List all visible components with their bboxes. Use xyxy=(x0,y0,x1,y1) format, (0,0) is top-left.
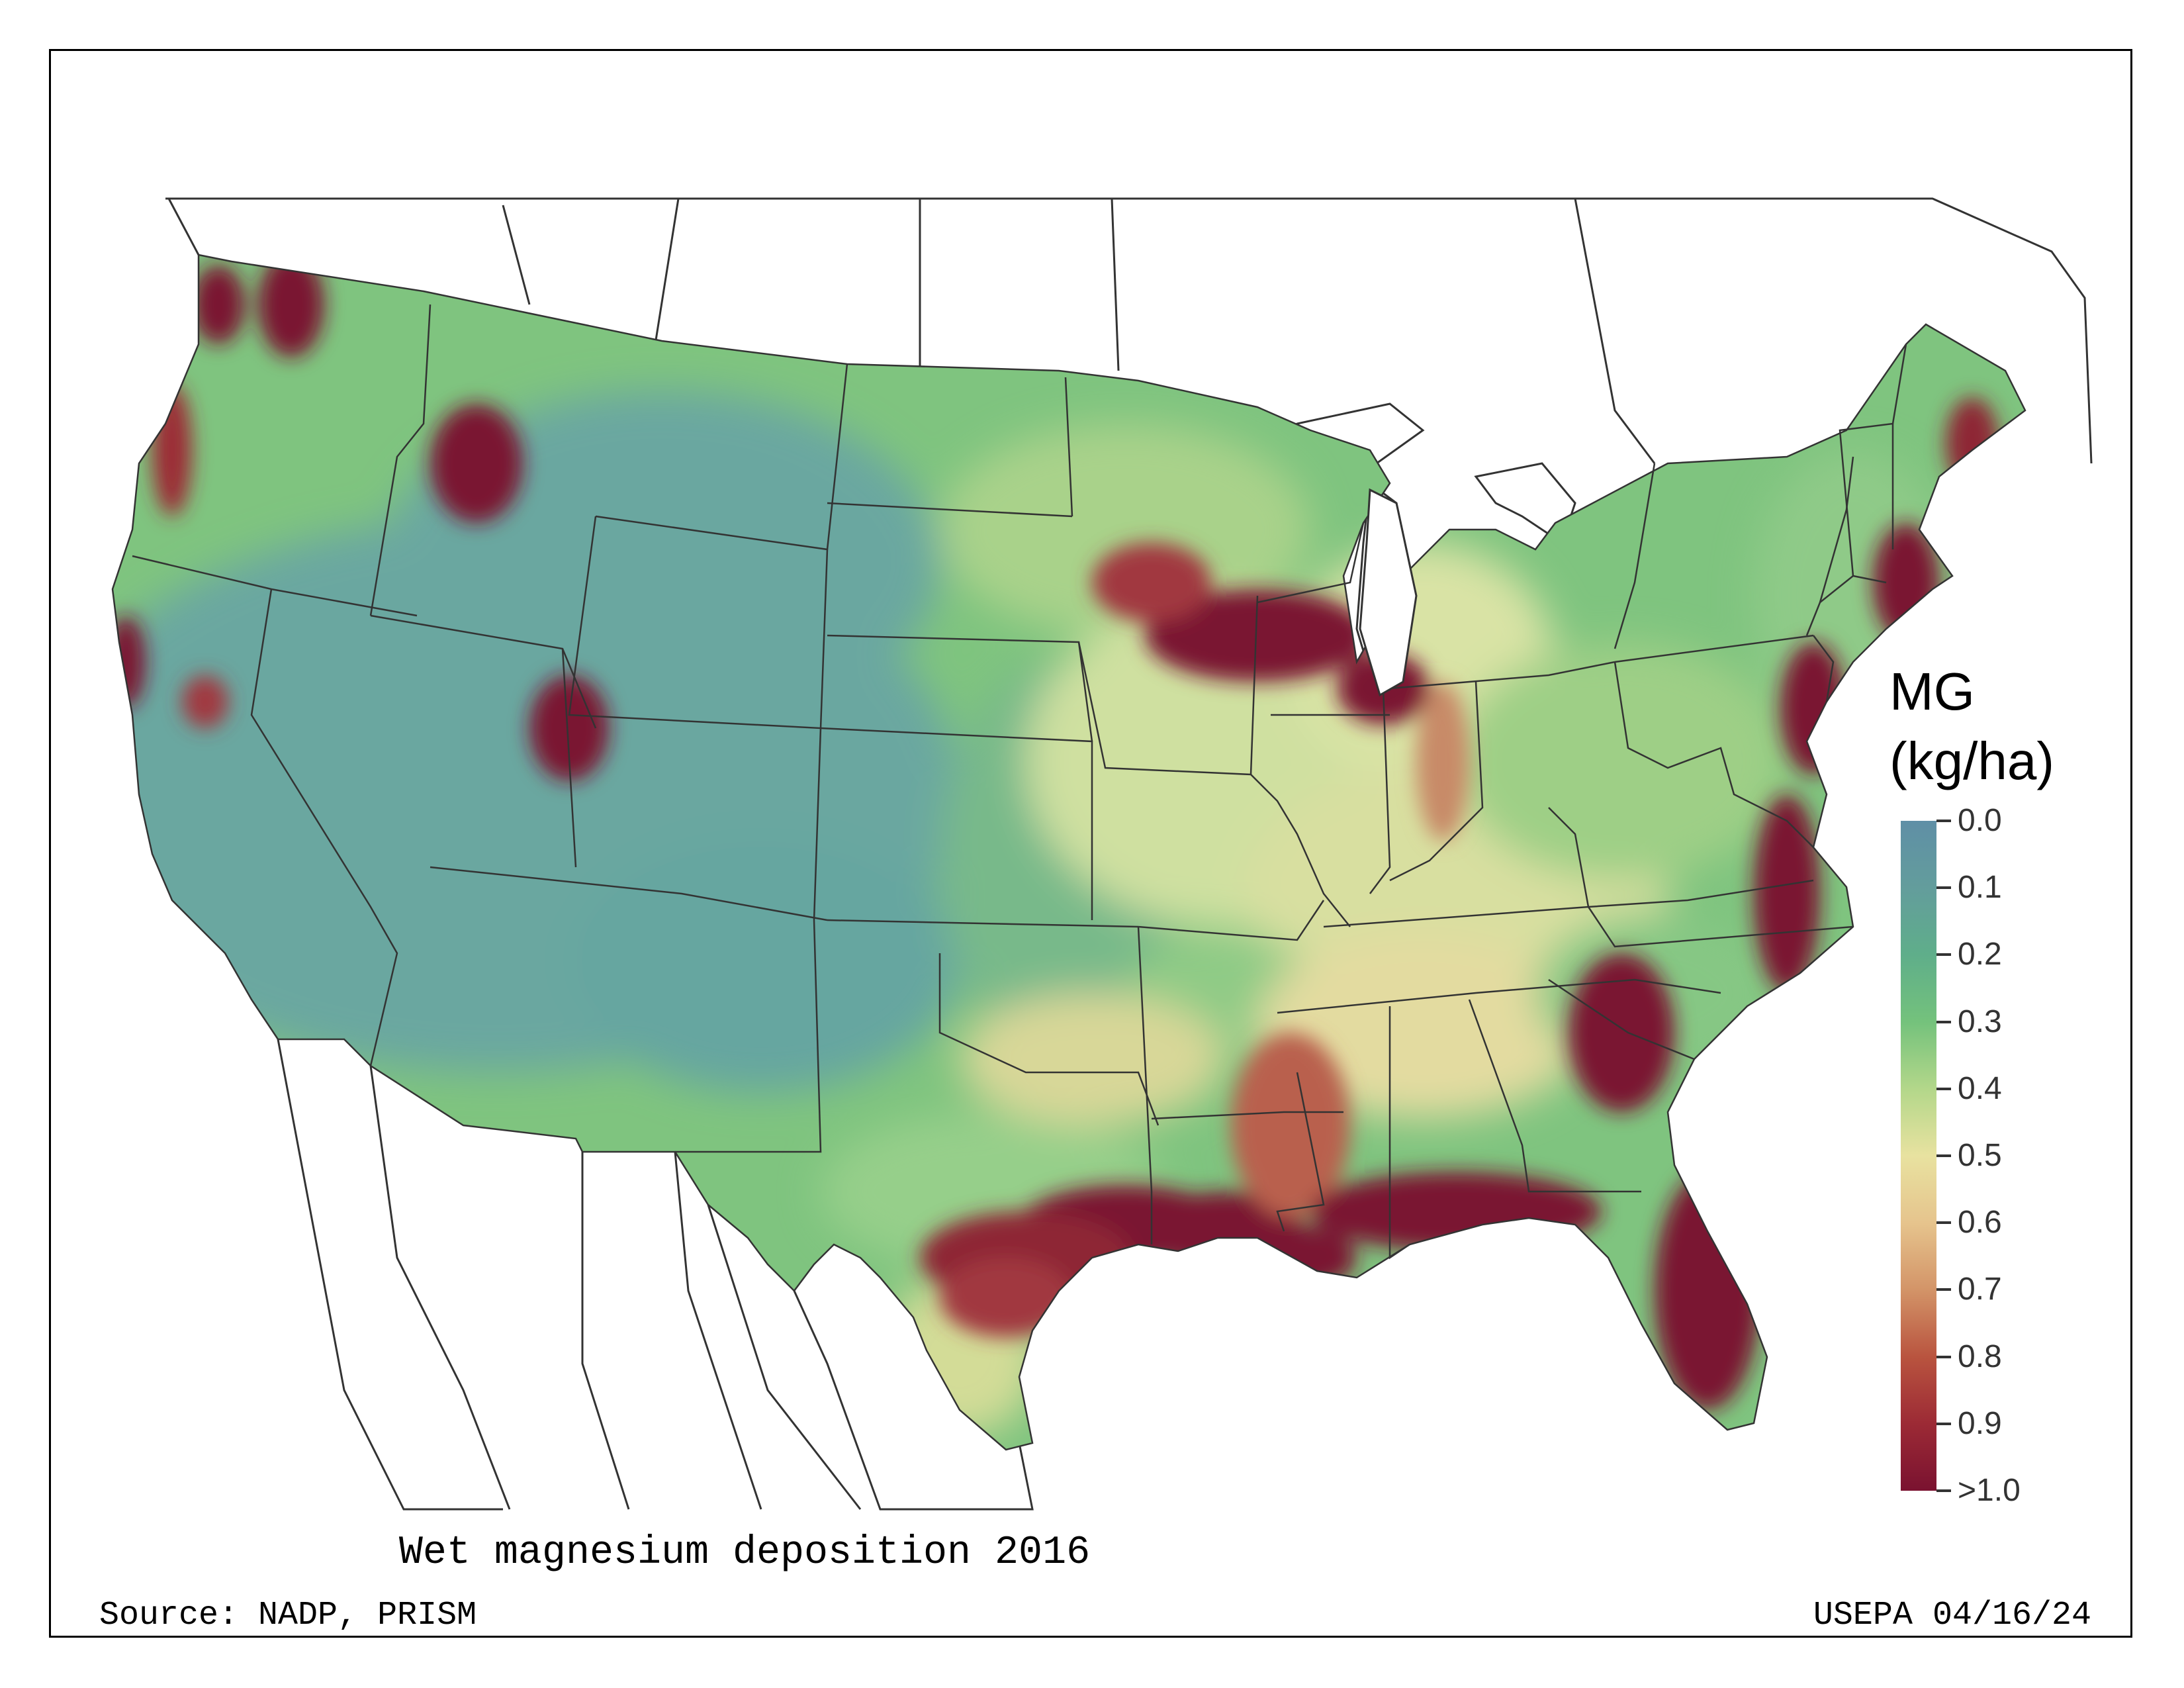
state-borders xyxy=(111,254,2026,1451)
legend-colorbar xyxy=(1901,821,1936,1491)
legend-tick-mark xyxy=(1936,820,1951,822)
legend-tick-mark xyxy=(1936,1288,1951,1291)
legend-tick-mark xyxy=(1936,1154,1951,1157)
legend-tick-label: 0.2 xyxy=(1958,937,2002,972)
legend-tick-label: >1.0 xyxy=(1958,1473,2021,1508)
legend-title-element: MG xyxy=(1889,662,1975,721)
legend-tick-label: 0.4 xyxy=(1958,1070,2002,1106)
legend-tick-label: 0.0 xyxy=(1958,803,2002,838)
legend-tick-mark xyxy=(1936,1087,1951,1090)
legend-tick-mark xyxy=(1936,1355,1951,1358)
legend-tick-label: 0.1 xyxy=(1958,870,2002,906)
legend-tick-mark xyxy=(1936,1489,1951,1492)
legend-tick-mark xyxy=(1936,953,1951,957)
map-frame xyxy=(49,49,2132,1638)
legend-tick-label: 0.3 xyxy=(1958,1004,2002,1039)
legend-tick-label: 0.8 xyxy=(1958,1338,2002,1374)
legend-tick-label: 0.7 xyxy=(1958,1272,2002,1307)
outside-borders xyxy=(165,197,2093,1511)
lake-outline xyxy=(1359,488,1418,697)
legend-tick-mark xyxy=(1936,1221,1951,1225)
legend-tick-label: 0.5 xyxy=(1958,1138,2002,1173)
legend-unit: (kg/ha) xyxy=(1889,731,2054,790)
source-note: Source: NADP, PRISM xyxy=(99,1597,477,1634)
legend-tick-mark xyxy=(1936,1422,1951,1425)
legend-tick-mark xyxy=(1936,1020,1951,1023)
legend-tick-label: 0.6 xyxy=(1958,1205,2002,1241)
legend-tick-mark xyxy=(1936,886,1951,890)
map-title: Wet magnesium deposition 2016 xyxy=(398,1530,1091,1575)
credit-note: USEPA 04/16/24 xyxy=(1813,1597,2091,1634)
legend-tick-label: 0.9 xyxy=(1958,1405,2002,1441)
